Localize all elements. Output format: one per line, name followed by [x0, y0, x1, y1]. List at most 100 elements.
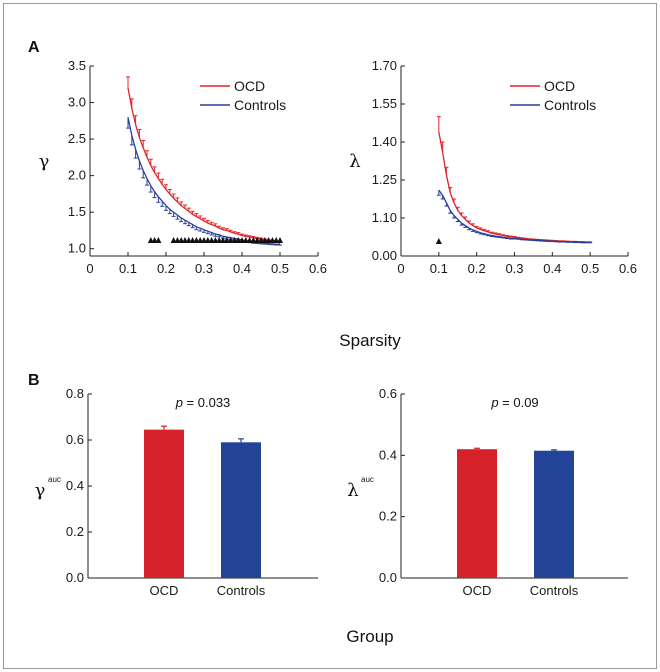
significance-marker: [269, 237, 276, 243]
x-tick-label: 0.1: [119, 261, 137, 276]
y-tick-label: 1.10: [372, 210, 397, 225]
p-symbol: p: [490, 395, 498, 410]
legend-label-controls: Controls: [544, 97, 596, 113]
significance-marker: [258, 237, 264, 243]
significance-marker: [178, 237, 185, 243]
panel-a-label: A: [28, 39, 40, 56]
significance-marker: [174, 237, 181, 243]
significance-marker: [155, 237, 162, 243]
x-tick-label: 0: [397, 261, 404, 276]
x-tick-label: 0.4: [543, 261, 561, 276]
y-tick-label: 1.40: [372, 134, 397, 149]
significance-marker: [223, 237, 230, 243]
y-axis-label-superscript: auc: [361, 475, 374, 484]
bar-ocd: [457, 449, 497, 578]
group-axis-title: Group: [346, 627, 393, 646]
series-line-controls: [127, 117, 280, 245]
figure-frame: [3, 3, 657, 669]
x-tick-label: 0.6: [619, 261, 637, 276]
legend-label-ocd: OCD: [544, 78, 575, 94]
legend-label-ocd: OCD: [234, 78, 265, 94]
y-tick-label: 0.4: [379, 447, 397, 462]
significance-marker: [201, 237, 207, 243]
y-axis-label: λ: [347, 480, 358, 501]
y-tick-label: 0.6: [66, 432, 84, 447]
y-tick-label: 1.25: [372, 172, 397, 187]
panel-b-label: B: [28, 372, 40, 389]
significance-marker: [208, 237, 215, 243]
significance-marker: [227, 237, 234, 243]
category-label-ocd: OCD: [150, 583, 179, 598]
significance-marker: [151, 237, 158, 243]
significance-marker: [435, 238, 442, 244]
significance-marker: [197, 237, 204, 243]
gamma-line-chart: 0 0.1 0.2 0.3 0.4 0.5 0.6 1.0 1.5 2.0 2.5 3.0 3.5 γ OC…: [39, 58, 327, 276]
significance-marker: [246, 237, 253, 243]
significance-marker: [273, 237, 280, 243]
significance-marker: [193, 237, 200, 243]
significance-marker: [204, 237, 211, 243]
bar-controls: [221, 442, 261, 578]
significance-marker: [277, 237, 283, 243]
category-label-ocd: OCD: [463, 583, 492, 598]
y-tick-label: 0.0: [66, 570, 84, 585]
significance-marker: [182, 237, 188, 243]
significance-marker: [250, 237, 257, 243]
p-value-annotation: p = 0.033: [175, 395, 231, 410]
significance-marker: [261, 237, 268, 243]
p-symbol: p: [175, 395, 183, 410]
x-tick-label: 0: [86, 261, 93, 276]
x-tick-label: 0.4: [233, 261, 251, 276]
bar-controls: [534, 450, 574, 578]
y-axis-label-superscript: auc: [48, 475, 61, 484]
y-tick-label: 0.00: [372, 248, 397, 263]
sparsity-axis-title: Sparsity: [339, 331, 401, 350]
p-value: = 0.09: [499, 395, 539, 410]
y-tick-label: 0.2: [66, 524, 84, 539]
y-tick-label: 1.55: [372, 96, 397, 111]
series-line-ocd: [438, 131, 591, 243]
category-label-controls: Controls: [530, 583, 579, 598]
p-value: = 0.033: [183, 395, 230, 410]
significance-marker: [147, 237, 154, 243]
significance-marker: [216, 237, 223, 243]
significance-marker: [231, 237, 238, 243]
significance-marker: [212, 237, 219, 243]
y-tick-label: 0.0: [379, 570, 397, 585]
y-tick-label: 0.2: [379, 509, 397, 524]
y-tick-label: 1.70: [372, 58, 397, 73]
y-axis-label: γ: [39, 151, 50, 172]
significance-marker: [239, 237, 245, 243]
p-value-annotation: p = 0.09: [490, 395, 538, 410]
significance-marker: [170, 237, 177, 243]
significance-marker: [220, 237, 226, 243]
significance-marker: [189, 237, 196, 243]
significance-marker: [185, 237, 192, 243]
y-tick-label: 3.0: [68, 95, 86, 110]
y-tick-label: 1.5: [68, 204, 86, 219]
y-tick-label: 0.6: [379, 386, 397, 401]
y-tick-label: 2.0: [68, 168, 86, 183]
x-tick-label: 0.5: [271, 261, 289, 276]
y-axis-label: λ: [349, 151, 360, 172]
lambda-line-chart: 0 0.1 0.2 0.3 0.4 0.5 0.6 0.00 1.10 1.25 1.40 1.55 1…: [349, 58, 637, 276]
x-tick-label: 0.1: [430, 261, 448, 276]
significance-marker: [254, 237, 261, 243]
x-tick-label: 0.2: [468, 261, 486, 276]
x-tick-label: 0.6: [309, 261, 327, 276]
x-tick-label: 0.2: [157, 261, 175, 276]
x-tick-label: 0.5: [581, 261, 599, 276]
y-axis-label: γ: [35, 480, 46, 501]
y-tick-label: 1.0: [68, 241, 86, 256]
y-tick-label: 3.5: [68, 58, 86, 73]
legend-label-controls: Controls: [234, 97, 286, 113]
y-tick-label: 0.8: [66, 386, 84, 401]
bar-ocd: [144, 429, 184, 578]
significance-marker: [235, 237, 242, 243]
significance-marker: [242, 237, 249, 243]
y-tick-label: 0.4: [66, 478, 84, 493]
x-tick-label: 0.3: [195, 261, 213, 276]
